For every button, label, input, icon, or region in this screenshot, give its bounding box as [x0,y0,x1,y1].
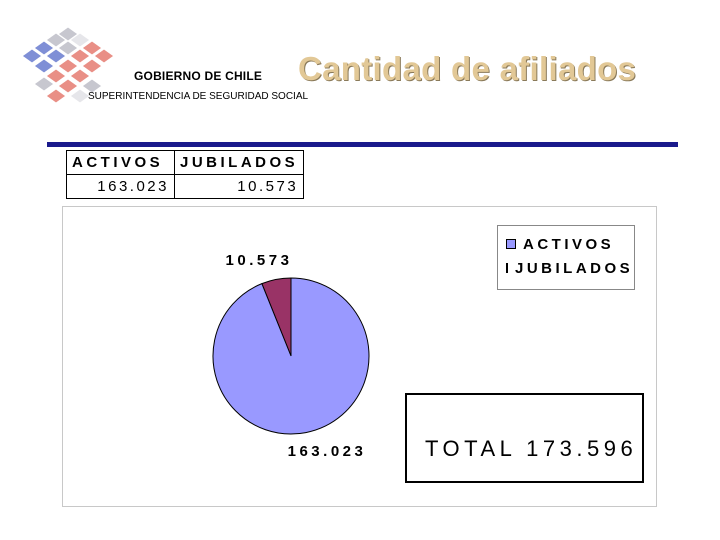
data-label-activos: 163.023 [288,443,367,460]
pie-slice-activos [212,277,370,435]
chile-government-logo-icon [21,26,115,104]
agency-name: SUPERINTENDENCIA DE SEGURIDAD SOCIAL [88,91,309,102]
logo-cube-shape [57,40,79,56]
legend-swatch-jubilados [506,263,508,273]
logo-cube-shape [69,32,91,48]
total-label: TOTAL 173.596 [425,436,638,461]
total-box: TOTAL 173.596 [405,393,644,483]
value-jubilados: 10.573 [173,174,305,199]
value-activos: 163.023 [66,174,175,199]
header-jubilados: JUBILADOS [173,150,305,175]
logo-cube-shape [45,48,67,64]
government-name: GOBIERNO DE CHILE [134,69,263,83]
logo-cube-shape [69,48,91,64]
data-label-jubilados: 10.573 [226,252,293,269]
logo-cube-shape [57,78,79,94]
logo-cube-shape [69,68,91,84]
chart-legend: ACTIVOS JUBILADOS [497,225,635,290]
page-title: Cantidad de afiliados [298,50,637,87]
summary-value-row: 163.023 10.573 [66,174,305,199]
logo-cube-shape [21,48,43,64]
logo-cube-shape [45,88,67,104]
logo-cube-shape [45,68,67,84]
logo-cube-shape [45,32,67,48]
logo-cube-shape [69,88,91,104]
logo-cube-shape [33,58,55,74]
header-activos: ACTIVOS [66,150,175,175]
summary-table: ACTIVOS JUBILADOS 163.023 10.573 [66,150,305,199]
logo-cube-shape [33,76,55,92]
legend-swatch-activos [506,239,516,249]
title-divider [47,142,678,147]
logo-cube-shape [57,58,79,74]
logo-cube-shape [81,58,103,74]
logo-cube-shape [81,78,103,94]
logo-cube-shape [81,40,103,56]
summary-header-row: ACTIVOS JUBILADOS [66,150,305,175]
logo-cube-shape [33,40,55,56]
legend-label-activos: ACTIVOS [523,235,615,253]
logo-cube-shape [93,48,115,64]
legend-item-activos: ACTIVOS [506,232,626,256]
legend-item-jubilados: JUBILADOS [506,256,630,280]
legend-label-jubilados: JUBILADOS [515,259,634,277]
